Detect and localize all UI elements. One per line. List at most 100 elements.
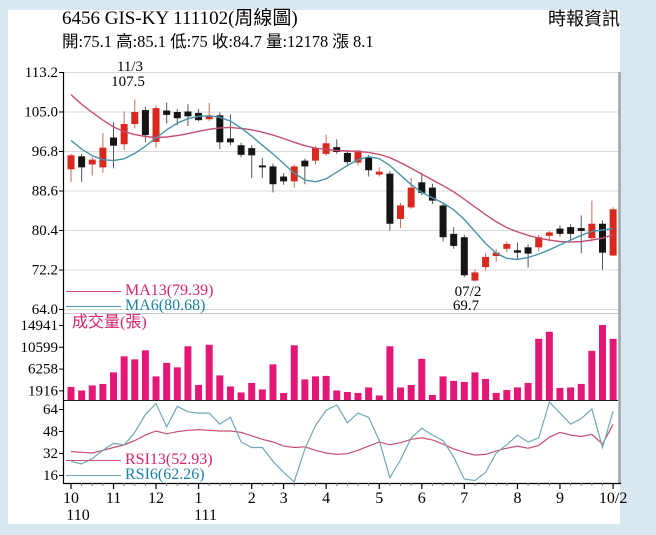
price-axis-label: 96.8 xyxy=(32,144,58,160)
rsi13-line xyxy=(70,424,614,456)
ohlc-summary: 開:75.1 高:85.1 低:75 收:84.7 量:12178 漲 8.1 xyxy=(62,32,374,51)
volume-bar xyxy=(588,350,596,400)
x-axis-year-label: 110 xyxy=(66,507,89,524)
volume-bar xyxy=(163,362,171,400)
x-axis-year-label: 111 xyxy=(194,507,217,524)
volume-bar xyxy=(131,359,139,400)
candle-body xyxy=(439,205,447,238)
rsi13-line-swatch xyxy=(66,459,121,461)
volume-bar xyxy=(205,344,213,400)
price-axis-label: 88.6 xyxy=(32,184,59,200)
candle-body xyxy=(131,111,139,125)
candle-body xyxy=(545,232,553,236)
volume-bar xyxy=(450,380,458,400)
ma13-legend-label: MA13(79.39) xyxy=(125,282,214,299)
ma6-line xyxy=(70,115,614,261)
x-axis-month-label: 10/2 xyxy=(599,490,627,507)
x-axis-month-label: 11 xyxy=(106,490,121,507)
rsi6-line xyxy=(70,400,614,483)
volume-bar xyxy=(503,389,511,400)
candle-body xyxy=(354,150,362,163)
x-axis-month-label: 12 xyxy=(148,490,164,507)
candle-body xyxy=(375,171,383,175)
candle-body xyxy=(503,243,511,249)
candle-body xyxy=(141,110,149,136)
volume-bar xyxy=(333,390,341,400)
ma13-legend: MA13(79.39) xyxy=(66,282,214,300)
candle-body xyxy=(99,147,107,168)
x-axis-month-label: 2 xyxy=(248,490,256,507)
volume-bar xyxy=(343,391,351,400)
rsi-axis-label: 64 xyxy=(43,402,59,418)
volume-bar xyxy=(258,389,266,400)
volume-bar xyxy=(141,350,149,400)
candle-body xyxy=(343,152,351,163)
volume-bar xyxy=(248,382,256,400)
volume-bar xyxy=(226,386,234,400)
candle-body xyxy=(418,182,426,193)
volume-bar xyxy=(152,376,160,400)
volume-bar xyxy=(354,392,362,400)
candle-body xyxy=(407,187,415,208)
candle-body xyxy=(216,115,224,143)
rsi-axis-label: 16 xyxy=(43,468,59,484)
volume-bar xyxy=(482,378,490,400)
volume-bar xyxy=(407,384,415,400)
volume-bar xyxy=(311,376,319,400)
volume-bar xyxy=(375,395,383,400)
low-annotation-date: 07/2 xyxy=(454,284,482,300)
volume-bar xyxy=(78,390,86,400)
volume-bar xyxy=(120,356,128,400)
candle-body xyxy=(567,227,575,234)
ma6-line-swatch xyxy=(66,305,121,307)
volume-bar xyxy=(428,394,436,400)
price-axis-label: 113.2 xyxy=(25,65,58,81)
rsi6-line-swatch xyxy=(66,474,121,476)
candle-body xyxy=(311,148,319,161)
ma6-legend: MA6(80.68) xyxy=(66,297,206,315)
volume-bar xyxy=(524,382,532,400)
candle-body xyxy=(67,155,75,170)
volume-bar xyxy=(418,358,426,400)
candle-body xyxy=(492,252,500,257)
volume-pane-title: 成交量(張) xyxy=(72,314,147,331)
volume-bar xyxy=(365,387,373,400)
candle-body xyxy=(322,143,330,154)
candle-body xyxy=(365,157,373,171)
volume-bar xyxy=(195,384,203,400)
volume-bar xyxy=(471,372,479,400)
page-title: 6456 GIS-KY 111102(周線圖) xyxy=(62,8,298,29)
volume-bar xyxy=(290,345,298,400)
rsi6-legend: RSI6(62.26) xyxy=(66,466,205,484)
price-axis-label: 105.0 xyxy=(24,105,58,121)
volume-bar xyxy=(386,346,394,400)
x-axis-month-label: 1 xyxy=(195,490,203,507)
volume-bar xyxy=(110,372,118,400)
candle-body xyxy=(163,110,171,115)
high-annotation-date: 11/3 xyxy=(116,59,144,75)
volume-bar xyxy=(439,376,447,400)
candle-body xyxy=(226,138,234,143)
rsi13-legend-label: RSI13(52.93) xyxy=(125,451,213,468)
volume-bar xyxy=(322,375,330,400)
candle-body xyxy=(248,148,256,156)
candle-body xyxy=(513,250,521,253)
x-axis-month-label: 8 xyxy=(513,490,521,507)
volume-bar xyxy=(184,346,192,400)
candle-body xyxy=(333,147,341,152)
volume-axis-label: 10599 xyxy=(21,340,59,356)
high-annotation-value: 107.5 xyxy=(111,74,145,90)
volume-bar xyxy=(567,387,575,400)
volume-bar xyxy=(88,385,96,400)
volume-bar xyxy=(280,392,288,400)
volume-bar xyxy=(492,392,500,400)
candle-body xyxy=(205,115,213,120)
candle-body xyxy=(577,228,585,231)
candle-body xyxy=(269,166,277,185)
ma6-legend-label: MA6(80.68) xyxy=(125,297,206,314)
candle-body xyxy=(482,256,490,268)
rsi6-legend-label: RSI6(62.26) xyxy=(125,466,205,483)
volume-bar xyxy=(397,387,405,400)
volume-bar xyxy=(173,367,181,400)
